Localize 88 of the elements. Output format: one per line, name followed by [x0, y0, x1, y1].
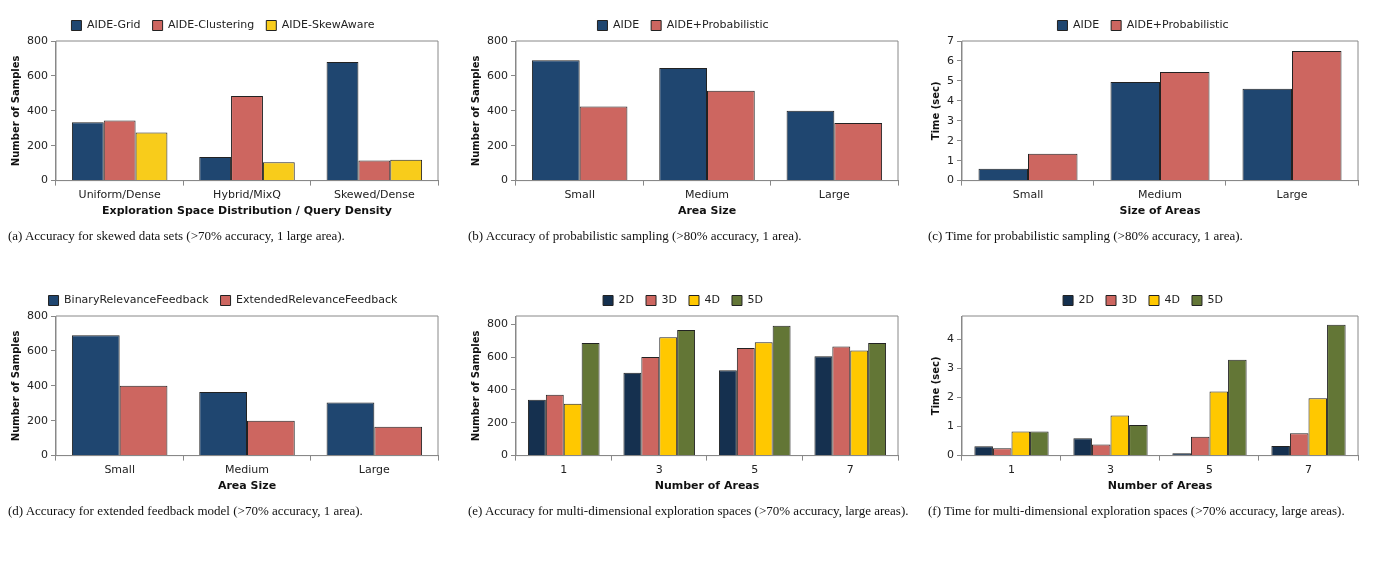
x-tick-label: 5: [1206, 463, 1213, 477]
legend-label: AIDE+Probabilistic: [666, 18, 769, 32]
x-tick-label: Large: [818, 188, 851, 202]
y-tick-label: 800: [487, 317, 508, 331]
y-tick-label: 0: [501, 448, 508, 462]
y-tick-label: 6: [947, 53, 954, 67]
legend-label: 3D: [1121, 293, 1137, 307]
x-axis-title: Number of Areas: [654, 479, 760, 493]
legend-label: 3D: [661, 293, 677, 307]
legend-label: AIDE: [1072, 18, 1100, 32]
text: (c) Time for probabilistic sampling (>80% accuracy, 1 area).: [928, 228, 1244, 244]
y-tick-label: 3: [947, 361, 954, 375]
y-axis-title: Time (sec): [929, 81, 941, 141]
y-axis-title: Time (sec): [929, 356, 941, 416]
x-tick-label: 5: [751, 463, 759, 477]
x-axis-title: Number of Areas: [1107, 479, 1213, 493]
y-tick-label: 2: [947, 390, 954, 404]
x-tick-label: Small: [564, 188, 595, 202]
legend-label: BinaryRelevanceFeedback: [64, 293, 210, 307]
x-tick-label: 7: [1305, 463, 1312, 477]
y-tick-label: 0: [947, 173, 954, 187]
legend-label: 4D: [1164, 293, 1180, 307]
y-tick-label: 2: [947, 133, 954, 147]
text: (a) Accuracy for skewed data sets (>70% accuracy, 1 large area).: [8, 228, 346, 244]
x-tick-label: Medium: [1138, 188, 1182, 202]
y-tick-label: 600: [487, 349, 508, 363]
text: (f) Time for multi-dimensional exploration spaces (>70% accuracy, large areas).: [928, 503, 1346, 519]
legend-label: AIDE-SkewAware: [281, 18, 375, 32]
y-tick-label: 0: [947, 448, 954, 462]
y-tick-label: 200: [487, 138, 508, 152]
x-tick-label: Skewed/Dense: [333, 188, 416, 202]
y-tick-label: 600: [487, 68, 508, 82]
y-axis-title: Number of Samples: [9, 55, 21, 167]
y-tick-label: 7: [947, 33, 954, 47]
legend-label: ExtendedRelevanceFeedback: [236, 293, 399, 307]
legend-label: AIDE+Probabilistic: [1126, 18, 1229, 32]
text: (b) Accuracy of probabilistic sampling (>80% accuracy, 1 area).: [468, 228, 803, 244]
y-tick-label: 1: [947, 153, 954, 167]
y-tick-label: 600: [27, 343, 48, 357]
y-tick-label: 200: [27, 413, 48, 427]
y-tick-label: 400: [487, 103, 508, 117]
x-tick-label: 1: [1008, 463, 1015, 477]
legend-label: AIDE: [612, 18, 640, 32]
y-tick-label: 0: [41, 448, 48, 462]
legend-label: 2D: [618, 293, 635, 307]
legend-label: AIDE-Grid: [86, 18, 141, 32]
y-tick-label: 4: [947, 93, 954, 107]
x-tick-label: 3: [1107, 463, 1114, 477]
text: (e) Accuracy for multi-dimensional exploration spaces (>70% accuracy, large areas).: [468, 503, 910, 519]
x-tick-label: Medium: [685, 188, 729, 202]
x-tick-label: 7: [846, 463, 854, 477]
x-tick-label: Small: [1012, 188, 1044, 202]
x-axis-title: Area Size: [677, 204, 737, 218]
y-axis-title: Number of Samples: [469, 330, 481, 442]
y-axis-title: Number of Samples: [469, 55, 481, 167]
legend-label: 5D: [1207, 293, 1223, 307]
x-tick-label: Hybrid/MixQ: [213, 188, 282, 202]
x-axis-title: Size of Areas: [1119, 204, 1201, 218]
y-tick-label: 0: [501, 173, 508, 187]
text: (d) Accuracy for extended feedback model (>70% accuracy, 1 area).: [8, 503, 364, 519]
x-tick-label: Large: [1276, 188, 1308, 202]
y-tick-label: 0: [41, 173, 48, 187]
x-tick-label: Small: [104, 463, 135, 477]
x-tick-label: 3: [655, 463, 663, 477]
x-tick-label: Medium: [225, 463, 269, 477]
x-axis-title: Area Size: [217, 479, 277, 493]
y-tick-label: 400: [27, 378, 48, 392]
y-tick-label: 800: [27, 308, 48, 322]
x-axis-title: Exploration Space Distribution / Query Density: [102, 204, 392, 218]
y-tick-label: 400: [487, 382, 508, 396]
y-tick-label: 3: [947, 113, 954, 127]
legend-label: 4D: [704, 293, 720, 307]
y-tick-label: 200: [487, 415, 508, 429]
y-tick-label: 800: [487, 33, 508, 47]
y-tick-label: 1: [947, 419, 954, 433]
x-tick-label: Uniform/Dense: [78, 188, 161, 202]
legend-label: 5D: [747, 293, 763, 307]
y-tick-label: 5: [947, 73, 954, 87]
y-tick-label: 800: [27, 33, 48, 47]
x-tick-label: Large: [358, 463, 391, 477]
y-tick-label: 400: [27, 103, 48, 117]
y-tick-label: 4: [947, 332, 954, 346]
legend-label: AIDE-Clustering: [168, 18, 255, 32]
y-axis-title: Number of Samples: [9, 330, 21, 442]
x-tick-label: 1: [560, 463, 568, 477]
y-tick-label: 600: [27, 68, 48, 82]
legend-label: 2D: [1078, 293, 1095, 307]
y-tick-label: 200: [27, 138, 48, 152]
